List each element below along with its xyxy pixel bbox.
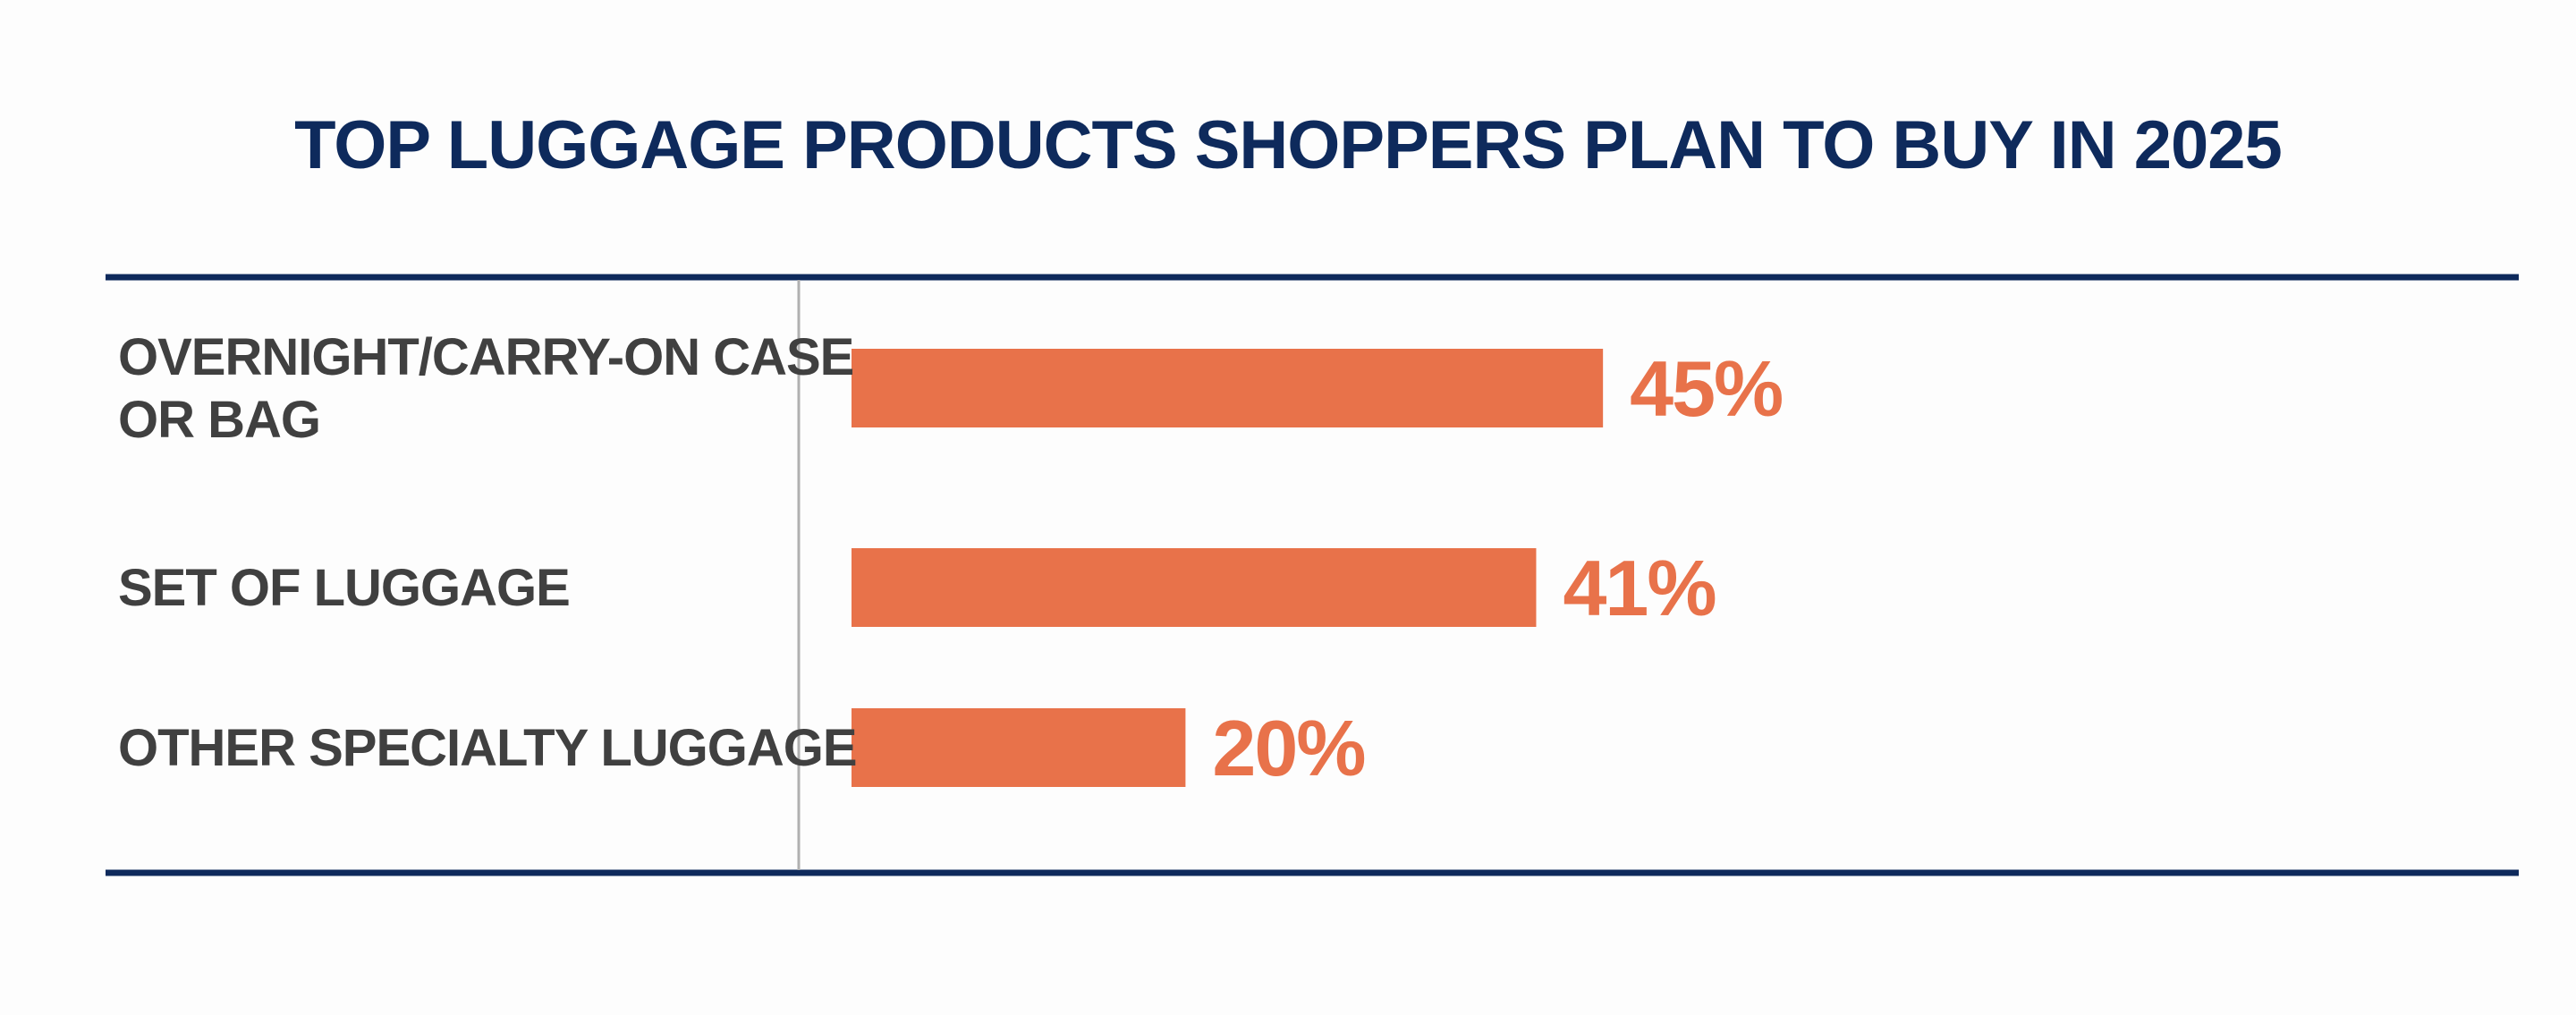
category-label: OVERNIGHT/CARRY-ON CASE [118, 328, 853, 386]
bar-value-label: 45% [1630, 344, 1782, 433]
category-label: OR BAG [118, 391, 320, 449]
category-label: OTHER SPECIALTY LUGGAGE [118, 719, 857, 777]
category-label: SET OF LUGGAGE [118, 559, 570, 617]
bar-value-label: 20% [1212, 704, 1364, 792]
bar [852, 548, 1537, 627]
bar-value-label: 41% [1563, 544, 1715, 632]
bar [852, 708, 1186, 787]
chart-title: TOP LUGGAGE PRODUCTS SHOPPERS PLAN TO BU… [294, 107, 2282, 183]
bar [852, 349, 1604, 427]
